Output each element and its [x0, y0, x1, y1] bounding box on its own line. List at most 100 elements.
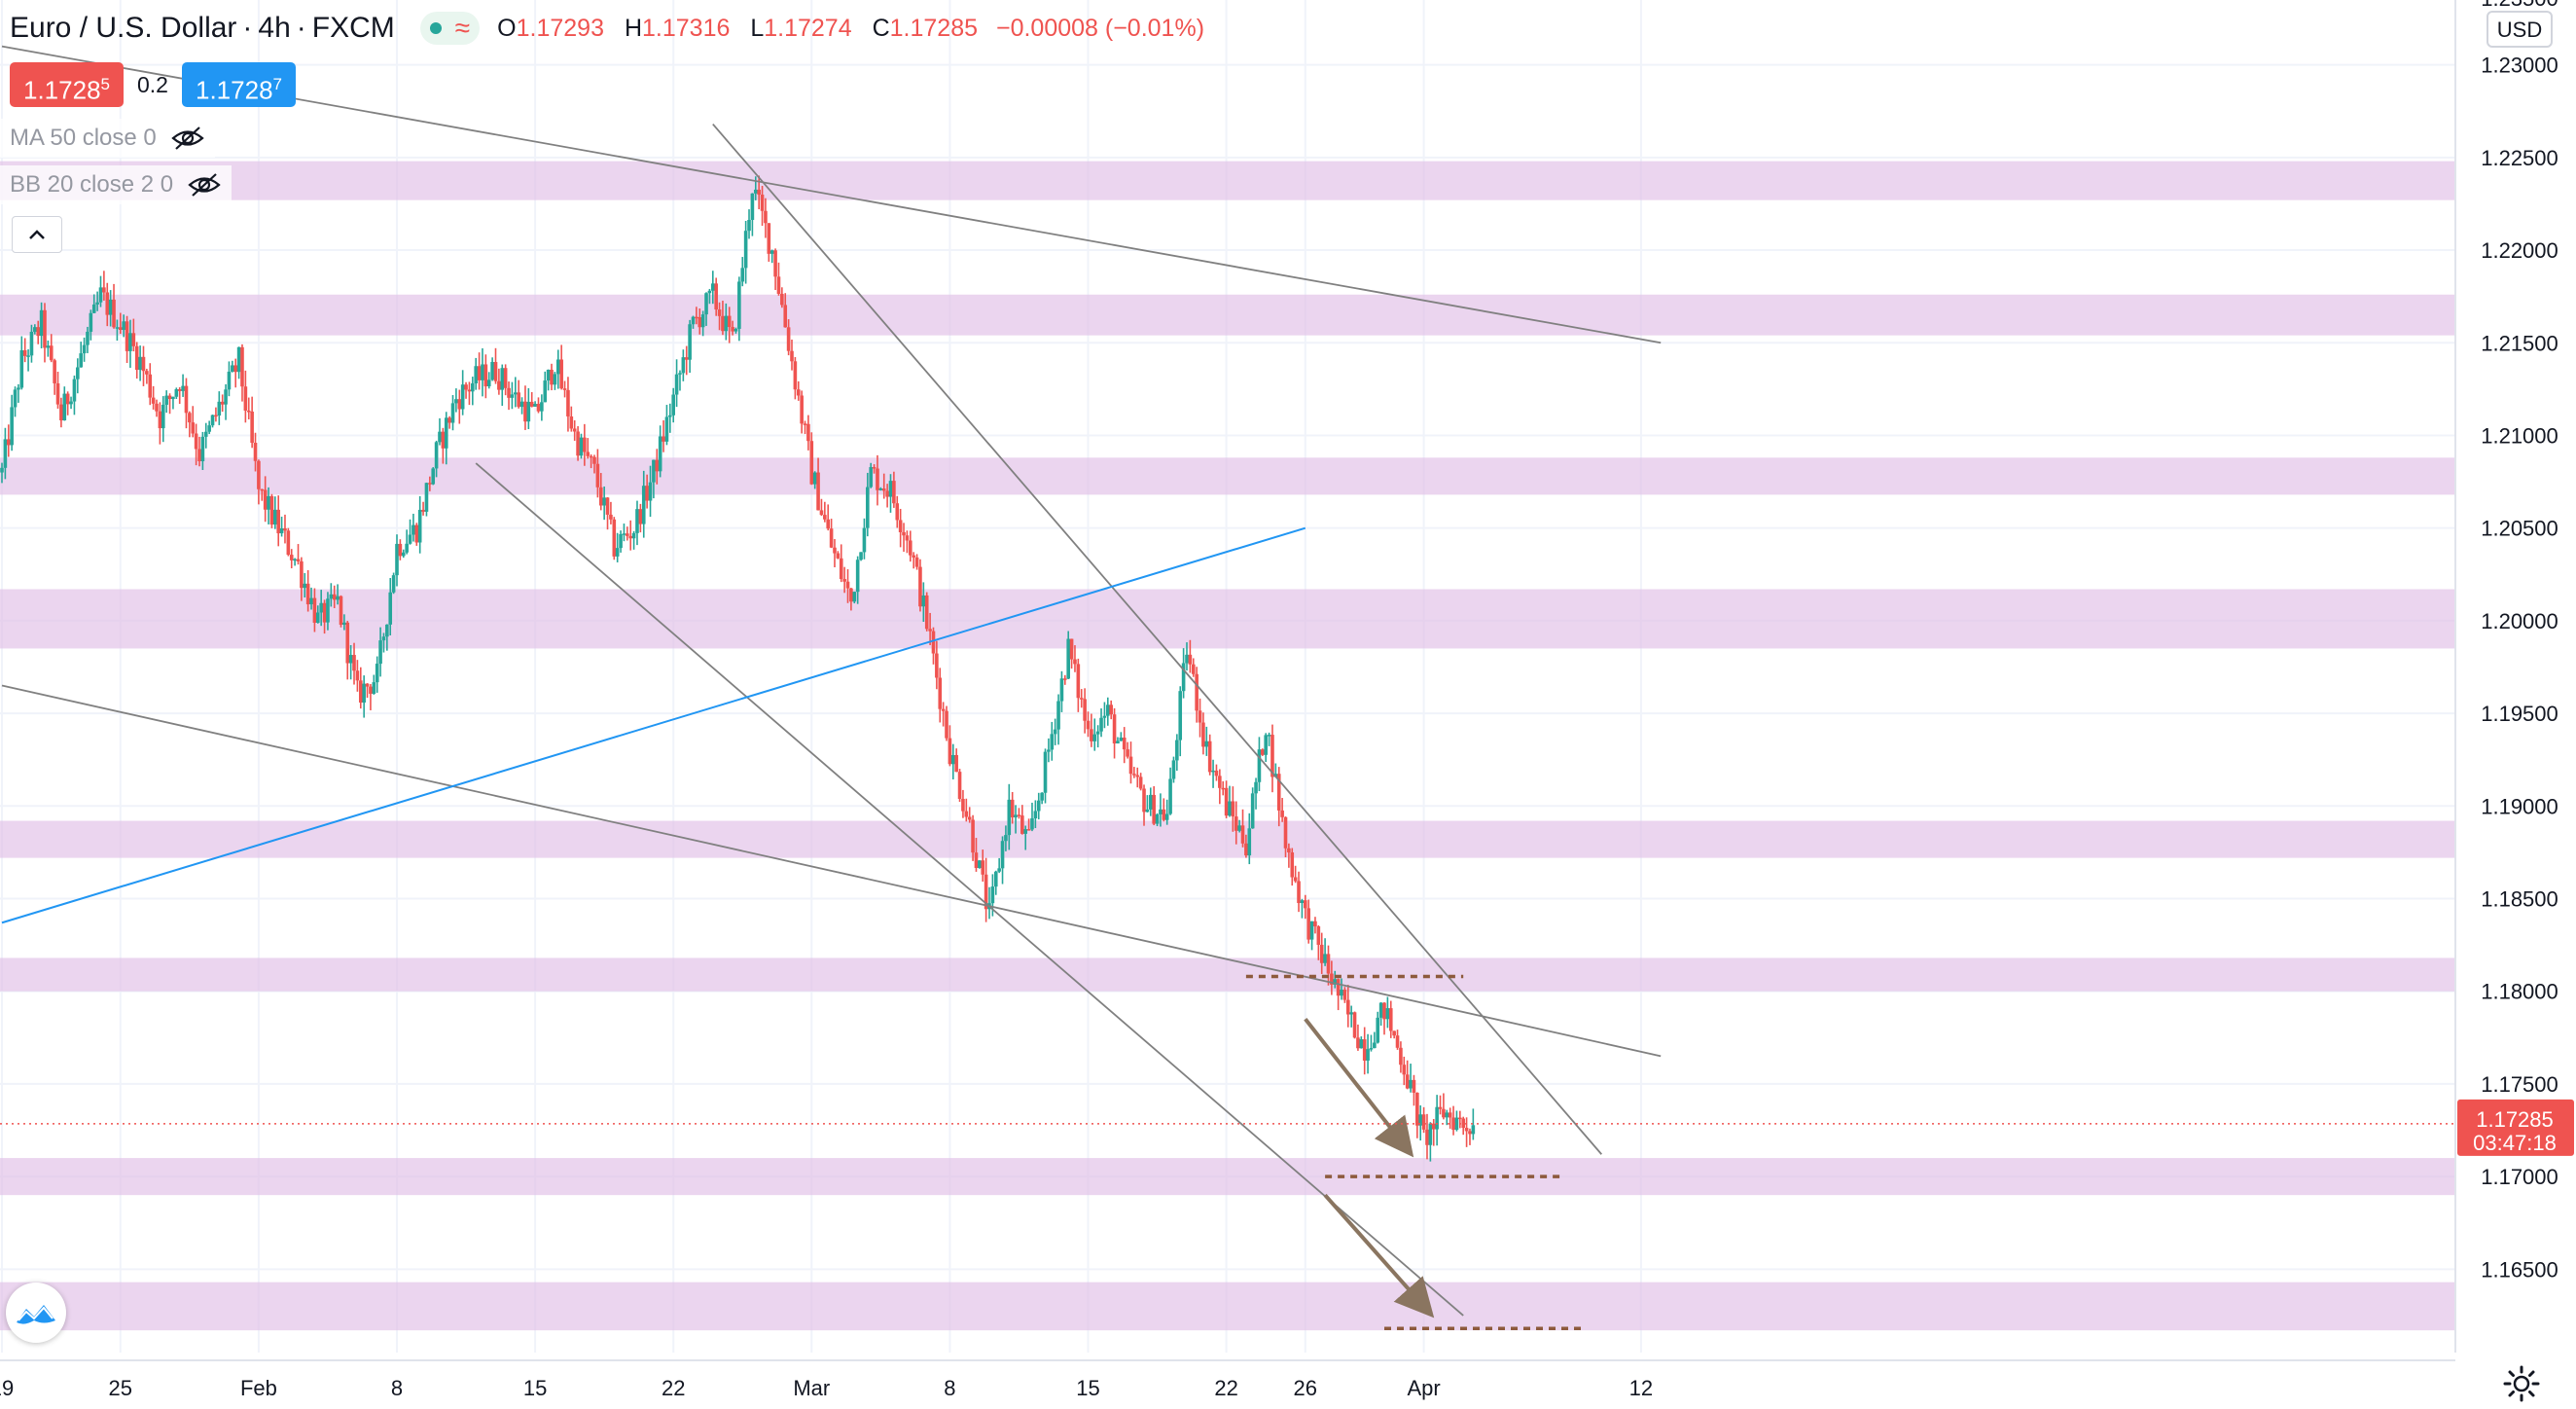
- symbol-title[interactable]: Euro / U.S. Dollar · 4h · FXCM: [10, 12, 395, 44]
- price-tick-label: 1.16500: [2481, 1257, 2558, 1282]
- last-price-box: [2457, 1099, 2574, 1156]
- candle-body: [33, 327, 37, 332]
- candle-body: [780, 293, 784, 306]
- candle-body: [1283, 816, 1288, 849]
- collapse-legend-button[interactable]: [12, 216, 62, 253]
- candle-body: [1132, 774, 1136, 776]
- candle-body: [589, 455, 593, 458]
- time-axis[interactable]: 19 25 Feb 8 15 22 Mar 8 15 22 26 Apr 12: [0, 1353, 2576, 1409]
- candle-body: [1188, 654, 1193, 665]
- price-tick-label: 1.21500: [2481, 331, 2558, 355]
- candle-body: [1201, 722, 1205, 747]
- candle-body: [89, 312, 93, 332]
- candle-body: [1047, 749, 1051, 752]
- candle-body: [0, 467, 4, 473]
- price-zone: [0, 957, 2455, 992]
- candle-body: [519, 401, 524, 408]
- indicator-ma[interactable]: MA 50 close 0: [0, 119, 215, 158]
- price-tick-label: 1.22000: [2481, 238, 2558, 263]
- price-zone: [0, 820, 2455, 858]
- candle-body: [612, 519, 617, 557]
- candle-body: [1378, 1002, 1383, 1018]
- price-tick-label: 1.19000: [2481, 794, 2558, 818]
- sell-button[interactable]: 1.17285: [10, 62, 124, 107]
- candle-body: [950, 754, 955, 765]
- candle-body: [1079, 698, 1084, 700]
- candle-body: [517, 392, 520, 408]
- buy-button[interactable]: 1.17287: [182, 62, 296, 107]
- chevron-up-icon: [29, 230, 45, 239]
- candle-body: [803, 423, 807, 425]
- candle-body: [49, 345, 54, 361]
- candle-body: [1267, 735, 1271, 737]
- candle-body: [431, 468, 436, 485]
- candle-body: [1399, 1047, 1403, 1066]
- candle-body: [727, 315, 732, 328]
- candle-body: [1340, 990, 1343, 996]
- candle-body: [1231, 801, 1235, 817]
- candle-body: [823, 515, 827, 520]
- eye-off-icon[interactable]: [170, 125, 205, 152]
- candle-body: [155, 403, 159, 412]
- countdown-label: 03:47:18: [2473, 1131, 2557, 1155]
- candle-body: [1145, 809, 1150, 813]
- candle-body: [1007, 799, 1012, 836]
- candle-body: [125, 321, 129, 351]
- candle-body: [17, 387, 20, 390]
- price-tick-label: 1.22500: [2481, 146, 2558, 170]
- candle-body: [760, 195, 765, 211]
- candle-body: [1119, 738, 1124, 741]
- candle-body: [1438, 1106, 1443, 1109]
- candle-body: [945, 710, 948, 739]
- candle-body: [296, 559, 301, 561]
- candle-body: [62, 393, 67, 421]
- candle-body: [902, 531, 906, 536]
- indicator-bb-label: BB 20 close 2 0: [10, 171, 174, 198]
- candle-body: [1356, 1037, 1360, 1049]
- indicator-ma-label: MA 50 close 0: [10, 125, 157, 151]
- candle-body: [293, 559, 297, 561]
- candle-body: [1313, 921, 1317, 927]
- price-axis[interactable]: 1.23500 1.23000 1.22500 1.22000 1.21500 1.210…: [2454, 0, 2576, 1409]
- gear-icon[interactable]: [2502, 1364, 2541, 1403]
- candle-body: [1349, 1012, 1353, 1015]
- candle-body: [921, 595, 926, 607]
- candle-body: [210, 415, 215, 426]
- price-tick-label: 1.18000: [2481, 980, 2558, 1004]
- candle-body: [1395, 1035, 1400, 1048]
- candle-body: [974, 852, 979, 868]
- candle-body: [1468, 1131, 1472, 1135]
- candle-body: [1240, 825, 1245, 844]
- candle-body: [626, 533, 629, 536]
- market-status-pill[interactable]: ≈: [419, 12, 481, 45]
- candle-body: [1076, 664, 1081, 699]
- candle-body: [869, 467, 873, 488]
- chart-grid: [0, 0, 2455, 1353]
- candle-body: [704, 293, 708, 315]
- candle-body: [1162, 809, 1166, 820]
- candle-body: [776, 276, 781, 294]
- candle-body: [1191, 664, 1196, 674]
- eye-off-icon[interactable]: [187, 171, 222, 199]
- candle-body: [918, 566, 922, 607]
- candle-body: [1412, 1079, 1416, 1094]
- candle-body: [595, 463, 600, 488]
- candle-body: [352, 655, 356, 671]
- candle-body: [138, 356, 142, 371]
- candle-body: [1050, 734, 1055, 750]
- indicator-bb[interactable]: BB 20 close 2 0: [0, 165, 233, 204]
- candle-body: [1336, 979, 1341, 996]
- candle-body: [1218, 776, 1222, 788]
- candle-body: [369, 686, 373, 694]
- candle-body: [1017, 814, 1021, 816]
- candle-body: [441, 431, 446, 449]
- candle-body: [181, 385, 185, 391]
- candle-body: [1086, 720, 1091, 730]
- candle-body: [500, 368, 505, 390]
- candle-body: [1385, 1008, 1390, 1020]
- candle-body: [1090, 729, 1093, 741]
- candle-body: [510, 394, 515, 398]
- tradingview-logo-icon[interactable]: [6, 1283, 66, 1343]
